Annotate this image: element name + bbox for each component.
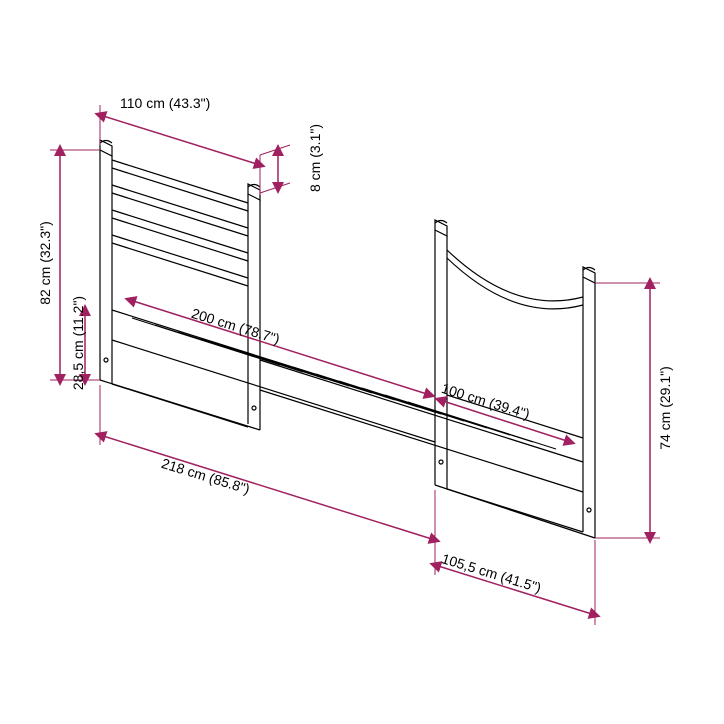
dim-headboard-width: 110 cm (43.3") [120,95,210,111]
dim-footboard-height: 74 cm (29.1") [657,348,673,468]
dim-headboard-slat: 8 cm (3.1") [307,118,323,198]
dim-total-height: 82 cm (32.3") [37,203,53,323]
dim-clearance: 28,5 cm (11.2") [70,283,86,403]
